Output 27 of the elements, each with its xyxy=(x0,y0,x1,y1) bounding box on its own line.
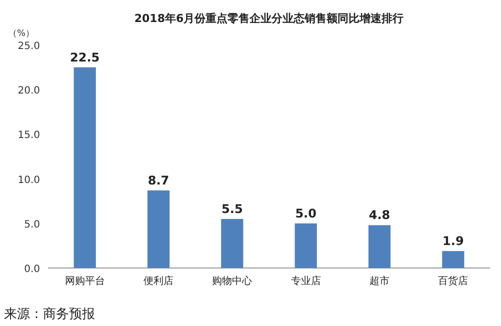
x-tick-label: 百货店 xyxy=(438,275,468,287)
y-tick-label: 15.0 xyxy=(18,130,40,142)
source-note: 来源：商务预报 xyxy=(4,307,95,322)
data-label: 4.8 xyxy=(368,208,390,222)
x-tick-label: 专业店 xyxy=(290,275,321,287)
y-tick-label: 0.0 xyxy=(24,264,40,275)
y-tick-label: 20.0 xyxy=(18,86,40,97)
y-tick-label: 10.0 xyxy=(18,174,40,186)
bar xyxy=(147,190,170,268)
y-axis-title: （%） xyxy=(8,29,35,39)
data-label: 5.0 xyxy=(295,206,316,220)
bar xyxy=(74,67,96,268)
x-tick-label: 超市 xyxy=(370,275,390,287)
chart-title: 2018年6月份重点零售企业分业态销售额同比增速排行 xyxy=(134,12,404,25)
y-tick-label: 5.0 xyxy=(24,219,40,230)
data-label: 1.9 xyxy=(442,234,464,248)
x-tick-label: 网购平台 xyxy=(64,275,105,287)
data-label: 8.7 xyxy=(148,173,170,188)
x-tick-label: 便利店 xyxy=(144,275,174,287)
x-tick-label: 购物中心 xyxy=(212,275,252,287)
bar xyxy=(294,223,317,268)
data-label: 5.5 xyxy=(222,202,243,216)
y-tick-label: 25.0 xyxy=(18,41,40,52)
bar xyxy=(221,218,244,268)
data-label: 22.5 xyxy=(70,50,100,64)
bar xyxy=(442,251,464,268)
bar xyxy=(368,225,391,268)
